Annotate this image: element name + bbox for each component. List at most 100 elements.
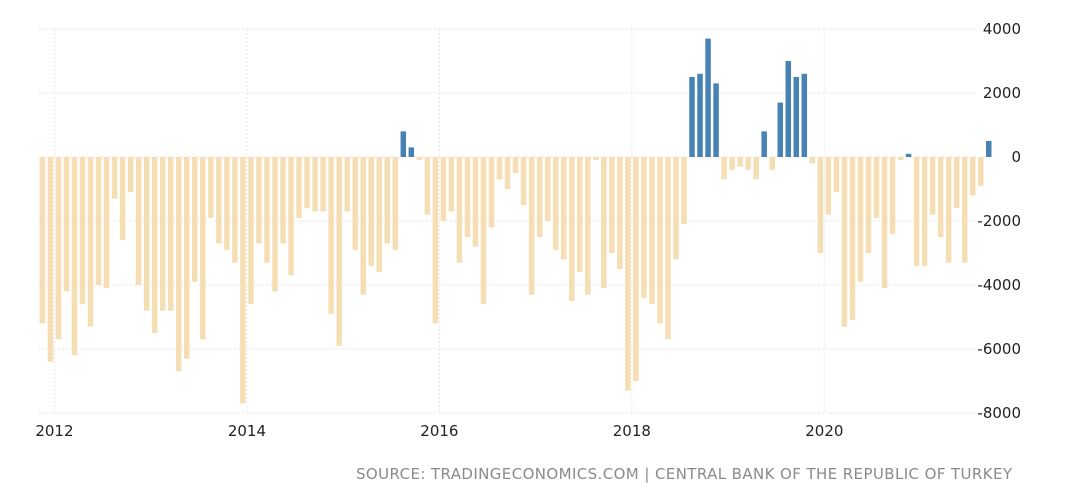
bar xyxy=(881,157,888,289)
bar xyxy=(945,157,952,263)
bar xyxy=(528,157,535,295)
bar xyxy=(865,157,872,253)
bar xyxy=(376,157,382,273)
bar xyxy=(384,157,391,244)
bar xyxy=(63,157,70,292)
bar xyxy=(745,157,751,170)
bar xyxy=(256,157,262,244)
bar xyxy=(665,157,671,340)
bar xyxy=(761,131,767,157)
bar xyxy=(777,102,783,157)
x-axis: 2012 2014 2016 2018 2020 xyxy=(35,422,843,440)
y-tick-label: 4000 xyxy=(983,20,1021,38)
bar xyxy=(649,157,655,305)
bar xyxy=(240,157,246,404)
bar xyxy=(280,157,286,244)
bar xyxy=(921,157,928,266)
bar xyxy=(175,157,182,372)
bar xyxy=(785,61,792,157)
bar xyxy=(593,157,599,161)
x-tick-label: 2012 xyxy=(35,422,73,440)
bar xyxy=(167,157,174,311)
y-tick-label: -8000 xyxy=(977,404,1021,422)
bar xyxy=(296,157,302,218)
bar xyxy=(977,157,984,186)
bar xyxy=(849,157,856,321)
bar xyxy=(312,157,318,212)
bar xyxy=(216,157,222,244)
bar xyxy=(232,157,238,263)
bar xyxy=(480,157,487,305)
bar xyxy=(248,157,254,305)
bar xyxy=(801,73,808,157)
bar xyxy=(809,157,816,164)
bar xyxy=(496,157,503,180)
bar xyxy=(103,157,110,289)
bar xyxy=(328,157,334,314)
bar xyxy=(929,157,936,215)
bar xyxy=(568,157,575,301)
bar xyxy=(472,157,479,247)
bar xyxy=(721,157,727,180)
bar xyxy=(897,157,904,161)
bar xyxy=(841,157,848,327)
bar xyxy=(151,157,158,333)
bar xyxy=(440,157,447,221)
bar xyxy=(825,157,832,215)
bar xyxy=(200,157,206,340)
bar xyxy=(713,83,719,157)
bar xyxy=(159,157,166,311)
bar xyxy=(544,157,551,221)
y-tick-label: 0 xyxy=(1011,148,1021,166)
bar xyxy=(55,157,62,340)
bar xyxy=(456,157,463,263)
bar xyxy=(793,77,800,157)
bar xyxy=(192,157,198,282)
y-tick-label: -2000 xyxy=(977,212,1021,230)
bar xyxy=(336,157,342,346)
bar xyxy=(352,157,358,250)
bar xyxy=(288,157,294,276)
bar xyxy=(705,38,711,157)
bar xyxy=(448,157,455,212)
bar xyxy=(424,157,431,215)
bar xyxy=(127,157,134,193)
bar xyxy=(585,157,591,295)
x-tick-label: 2018 xyxy=(613,422,651,440)
bar xyxy=(71,157,78,356)
bar xyxy=(697,73,703,157)
bar xyxy=(536,157,543,237)
bar xyxy=(905,153,912,157)
bar xyxy=(119,157,126,241)
x-tick-label: 2016 xyxy=(420,422,458,440)
bar xyxy=(729,157,735,170)
bar xyxy=(961,157,968,263)
bar xyxy=(520,157,527,205)
bar xyxy=(737,157,743,167)
bar xyxy=(408,147,415,157)
bar xyxy=(625,157,631,391)
bar xyxy=(560,157,567,260)
bar xyxy=(609,157,615,253)
bar xyxy=(576,157,583,273)
bar xyxy=(504,157,511,189)
bar xyxy=(224,157,230,250)
bar xyxy=(913,157,920,266)
bar xyxy=(416,157,423,161)
bar xyxy=(617,157,623,269)
bar xyxy=(39,157,46,324)
bar xyxy=(937,157,944,237)
bar xyxy=(857,157,864,282)
bar xyxy=(657,157,663,324)
bar xyxy=(953,157,960,209)
source-caption: SOURCE: TRADINGECONOMICS.COM | CENTRAL B… xyxy=(356,465,1013,483)
bar xyxy=(392,157,399,250)
x-tick-label: 2014 xyxy=(228,422,266,440)
bar xyxy=(641,157,647,298)
bar xyxy=(817,157,824,253)
bar xyxy=(833,157,840,193)
bar xyxy=(304,157,310,209)
bar xyxy=(681,157,687,225)
bar xyxy=(986,141,992,157)
